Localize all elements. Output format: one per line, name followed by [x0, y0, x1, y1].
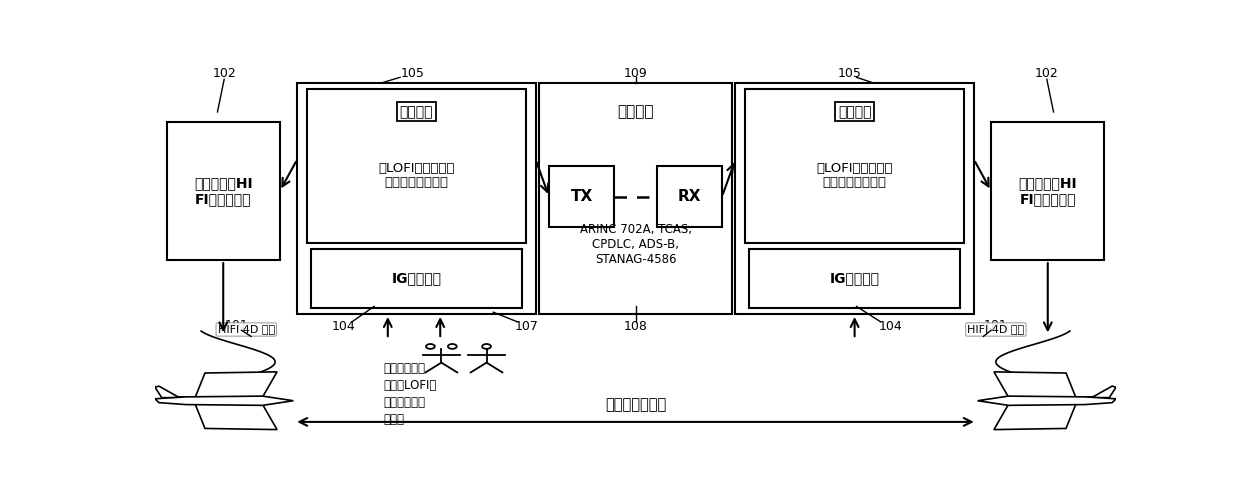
Polygon shape: [994, 372, 1075, 430]
Text: 同步和可预测性: 同步和可预测性: [605, 397, 666, 412]
Bar: [657, 166, 722, 228]
Text: 102: 102: [212, 67, 236, 80]
Text: 102: 102: [1035, 67, 1059, 80]
Bar: [166, 122, 280, 260]
Text: 飞机意图（HI
FI轨迹定义）: 飞机意图（HI FI轨迹定义）: [1018, 176, 1078, 206]
Text: 飞行意图: 飞行意图: [399, 105, 433, 119]
Bar: [991, 122, 1105, 260]
Text: 105: 105: [838, 67, 862, 80]
Text: RX: RX: [677, 189, 701, 204]
Bar: [306, 89, 526, 243]
Text: 104: 104: [331, 320, 355, 333]
Text: 107: 107: [515, 320, 539, 333]
Text: IG配置参数: IG配置参数: [392, 272, 441, 285]
Text: 104: 104: [878, 320, 901, 333]
Text: HIFI 4D 轨迹: HIFI 4D 轨迹: [218, 324, 275, 334]
Text: 101: 101: [985, 319, 1008, 332]
Bar: [539, 83, 732, 314]
Text: 飞机意图（HI
FI轨迹定义）: 飞机意图（HI FI轨迹定义）: [193, 176, 253, 206]
Text: IG配置参数: IG配置参数: [830, 272, 879, 285]
Text: 飞行意图: 飞行意图: [838, 105, 872, 119]
Text: （LOFI轨迹定义，
例如，飞行计划）: （LOFI轨迹定义， 例如，飞行计划）: [816, 162, 893, 190]
Text: 105: 105: [401, 67, 424, 80]
Text: 101: 101: [224, 319, 248, 332]
Polygon shape: [977, 396, 1116, 406]
Text: 108: 108: [624, 320, 647, 333]
Polygon shape: [1085, 386, 1116, 398]
Bar: [298, 83, 536, 314]
Text: （LOFI轨迹定义，
例如，飞行计划）: （LOFI轨迹定义， 例如，飞行计划）: [378, 162, 455, 190]
Polygon shape: [196, 372, 277, 430]
Bar: [749, 248, 960, 308]
Polygon shape: [155, 396, 294, 406]
Text: 109: 109: [624, 67, 647, 80]
Text: 数据链路: 数据链路: [618, 104, 653, 120]
Bar: [311, 248, 522, 308]
Text: TX: TX: [570, 189, 593, 204]
Text: HIFI 4D 轨迹: HIFI 4D 轨迹: [967, 324, 1024, 334]
Bar: [745, 89, 965, 243]
Text: 环路中的人通
常将在LOFI轨
迹定义的基础
上工作: 环路中的人通 常将在LOFI轨 迹定义的基础 上工作: [383, 362, 436, 426]
Text: ARINC 702A, TCAS,
CPDLC, ADS-B,
STANAG-4586: ARINC 702A, TCAS, CPDLC, ADS-B, STANAG-4…: [579, 224, 692, 266]
Polygon shape: [155, 386, 186, 398]
Bar: [549, 166, 614, 228]
Bar: [735, 83, 973, 314]
